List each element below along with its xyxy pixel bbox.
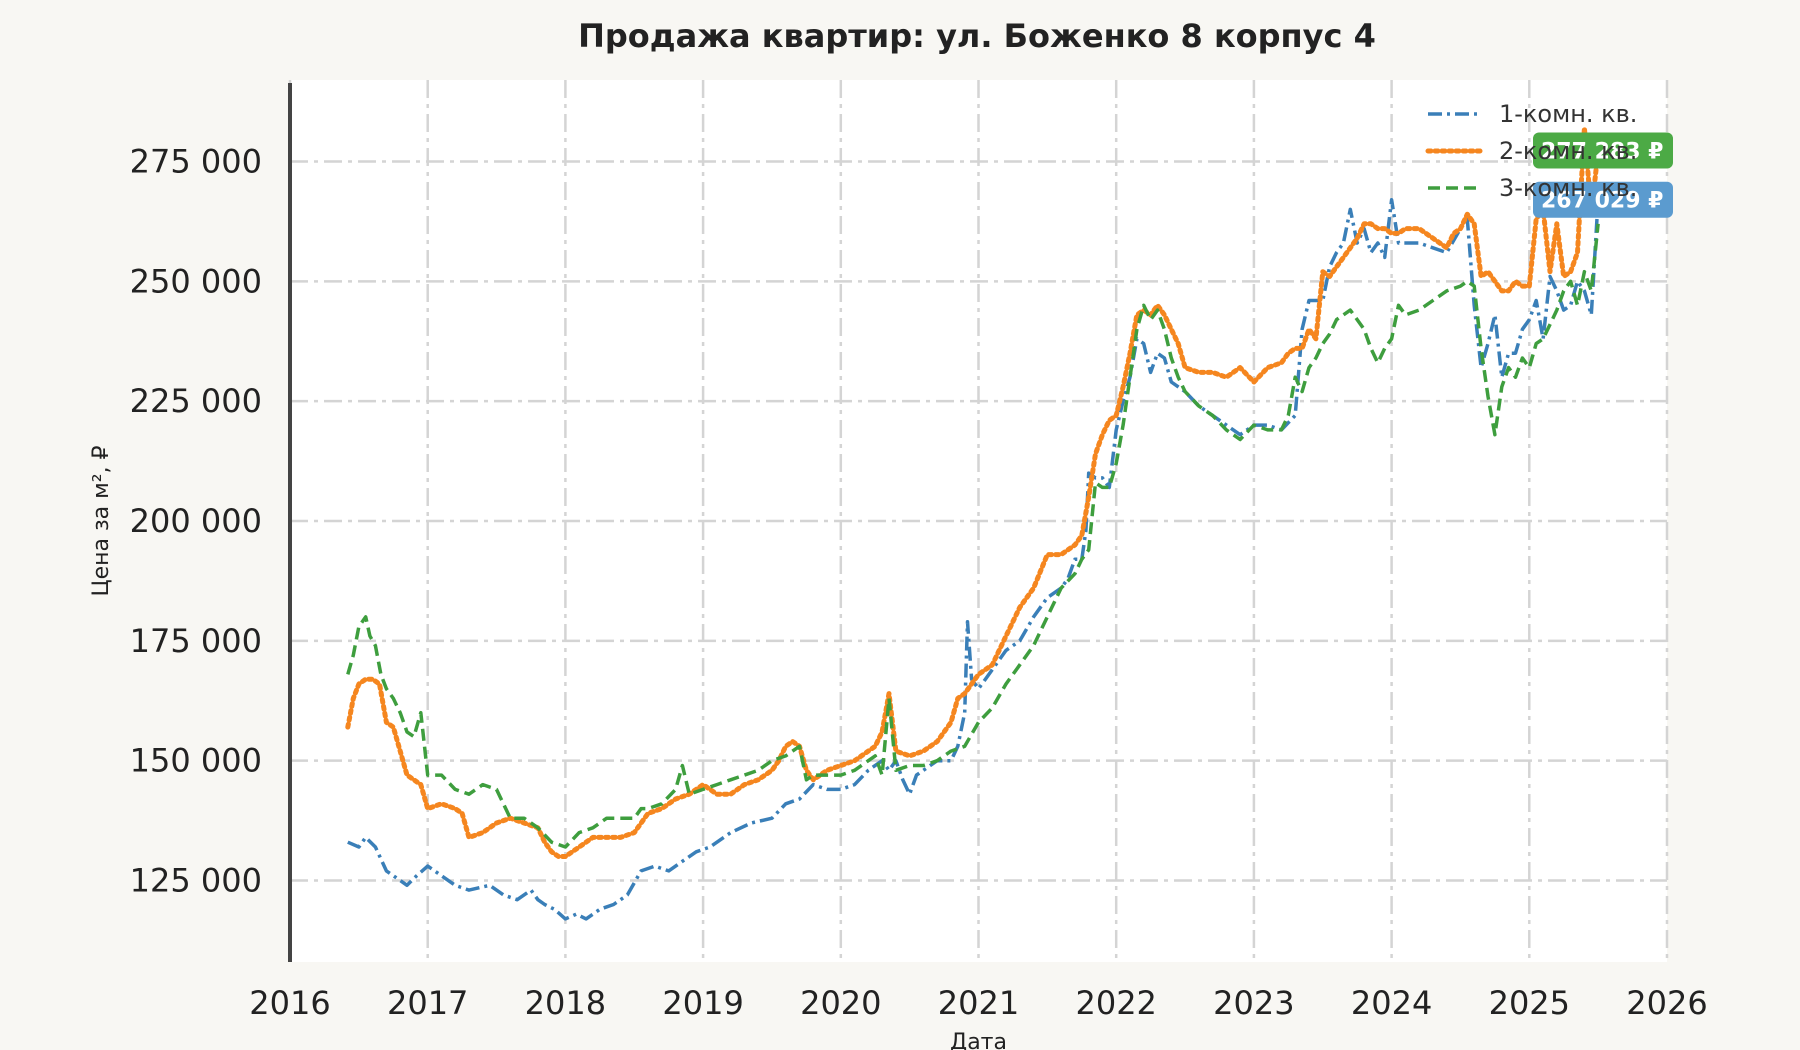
legend: 1-комн. кв. 2-комн. кв. 3-комн. кв. [1425,100,1637,202]
series-line-1 [347,198,1600,921]
x-tick-label: 2021 [938,984,1019,1022]
y-tick-label: 250 000 [130,262,262,300]
badge-label: 277 283 ₽ [1541,140,1663,165]
x-tick-label: 2019 [662,984,743,1022]
x-tick-label: 2018 [525,984,606,1022]
last-value-badges: 277 283 ₽ 267 029 ₽ [1533,132,1673,218]
x-tick-label: 2023 [1213,984,1294,1022]
legend-item: 3-комн. кв. [1428,174,1637,202]
legend-item: 1-комн. кв. [1428,100,1637,128]
x-tick-label: 2016 [249,984,330,1022]
chart-title: Продажа квартир: ул. Боженко 8 корпус 4 [578,17,1376,55]
series-line-2 [345,125,1601,859]
series-line-3 [346,223,1600,849]
y-tick-label: 125 000 [130,862,262,900]
y-tick-label: 175 000 [130,622,262,660]
x-tick-label: 2022 [1075,984,1156,1022]
legend-item: 2-комн. кв. [1425,137,1637,165]
x-tick-label: 2024 [1351,984,1432,1022]
x-tick-label: 2017 [387,984,468,1022]
y-axis-ticks: 125 000 150 000 175 000 200 000 225 000 250 0… [130,142,262,899]
x-axis-label: Дата [950,1030,1007,1050]
x-tick-label: 2020 [800,984,881,1022]
legend-label: 3-комн. кв. [1499,174,1637,202]
x-tick-label: 2025 [1489,984,1570,1022]
badge-background [1533,181,1673,218]
y-tick-label: 225 000 [130,382,262,420]
legend-label: 1-комн. кв. [1499,100,1637,128]
last-value-badge: 277 283 ₽ [1533,132,1673,169]
y-tick-label: 200 000 [130,502,262,540]
y-axis-label: Цена за м², ₽ [89,445,114,596]
badge-background [1533,132,1673,169]
x-tick-label: 2026 [1626,984,1707,1022]
y-tick-label: 150 000 [130,742,262,780]
x-axis-ticks: 2016 2017 2018 2019 2020 2021 2022 2023 2024 2025… [249,984,1707,1022]
last-value-badge: 267 029 ₽ [1533,181,1673,218]
badge-label: 267 029 ₽ [1541,189,1663,214]
legend-label: 2-комн. кв. [1499,137,1637,165]
series-lines [345,125,1601,921]
y-tick-label: 275 000 [130,142,262,180]
